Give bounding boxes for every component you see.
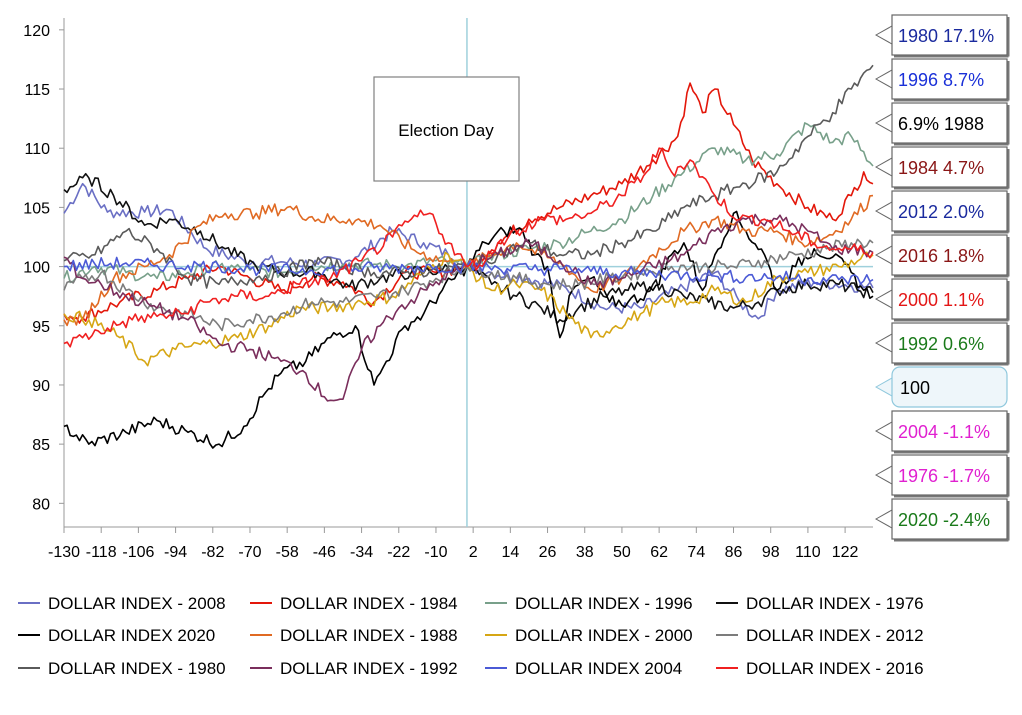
callout-box xyxy=(891,190,1008,232)
callout-pointer xyxy=(874,289,893,309)
axes: 80 85 90 95 100 105 110 115 120 -130 -118 -106 -94 -8… xyxy=(23,18,873,561)
y-tick-label: 100 xyxy=(23,260,50,277)
legend-label: DOLLAR INDEX 2020 xyxy=(48,626,215,645)
callout-pointer xyxy=(874,25,893,45)
x-tick-label: -94 xyxy=(164,544,187,561)
x-tick-label: 14 xyxy=(501,544,519,561)
callout-box xyxy=(891,146,1008,188)
callout-label: 1996 8.7% xyxy=(898,70,984,90)
callout-label: 2004 -1.1% xyxy=(898,422,990,442)
annotation-box xyxy=(373,76,520,182)
series-line xyxy=(63,238,874,332)
callout-label: 2000 1.1% xyxy=(898,290,984,310)
legend-label: DOLLAR INDEX - 1992 xyxy=(280,659,458,678)
legend-label: DOLLAR INDEX - 2012 xyxy=(746,626,924,645)
callout-box xyxy=(891,322,1008,364)
series-line xyxy=(63,182,874,320)
x-tick-label: 86 xyxy=(725,544,743,561)
x-tick-label: 122 xyxy=(832,544,859,561)
x-tick-label: -118 xyxy=(86,544,117,561)
callout-box xyxy=(891,278,1008,320)
x-tick-label: 110 xyxy=(795,544,821,561)
callout-box xyxy=(891,14,1008,56)
x-tick-label: -106 xyxy=(122,544,154,561)
y-tick-label: 80 xyxy=(32,496,50,513)
x-tick-label: 2 xyxy=(469,544,478,561)
callout-pointer xyxy=(874,509,893,529)
legend-label: DOLLAR INDEX - 1996 xyxy=(515,594,693,613)
callout-pointer xyxy=(874,201,893,221)
callout-box xyxy=(891,454,1008,496)
x-tick-label: -70 xyxy=(238,544,261,561)
x-tick-label: -22 xyxy=(387,544,410,561)
y-tick-label: 110 xyxy=(24,141,50,158)
callout-pointer xyxy=(874,377,893,397)
y-tick-label: 95 xyxy=(32,319,50,336)
legend-label: DOLLAR INDEX - 1976 xyxy=(746,594,924,613)
y-tick-label: 115 xyxy=(24,82,50,99)
callout-box xyxy=(891,102,1008,144)
callout-label: 1976 -1.7% xyxy=(898,466,990,486)
legend-label: DOLLAR INDEX - 1984 xyxy=(280,594,458,613)
y-tick-label: 85 xyxy=(32,437,50,454)
x-tick-label: -46 xyxy=(313,544,336,561)
callout-pointer xyxy=(874,333,893,353)
x-tick-label: -130 xyxy=(48,544,80,561)
y-tick-label: 105 xyxy=(23,200,50,217)
legend-label: DOLLAR INDEX - 2000 xyxy=(515,626,693,645)
series-lines xyxy=(63,64,874,449)
legend-label: DOLLAR INDEX - 2008 xyxy=(48,594,226,613)
x-tick-label: -58 xyxy=(276,544,299,561)
series-line xyxy=(63,147,874,348)
x-tick-label: 74 xyxy=(687,544,705,561)
legend-label: DOLLAR INDEX - 2016 xyxy=(746,659,924,678)
x-tick-label: 62 xyxy=(650,544,668,561)
callout-pointer xyxy=(874,465,893,485)
x-tick-label: 98 xyxy=(762,544,780,561)
callout-box xyxy=(891,498,1008,540)
election-day-annotation: Election Day xyxy=(373,76,520,182)
x-tick-label: 50 xyxy=(613,544,631,561)
callout-box xyxy=(891,366,1008,408)
series-line xyxy=(63,256,874,286)
x-tick-label: -82 xyxy=(201,544,224,561)
legend-label: DOLLAR INDEX - 1988 xyxy=(280,626,458,645)
callout-box xyxy=(891,58,1008,100)
callout-pointer xyxy=(874,113,893,133)
callout-pointer xyxy=(874,245,893,265)
callout-label: 2016 1.8% xyxy=(898,246,984,266)
callout-label: 100 xyxy=(900,378,930,398)
y-tick-label: 120 xyxy=(23,23,50,40)
x-tick-label: 38 xyxy=(576,544,594,561)
y-tick-label: 90 xyxy=(32,378,50,395)
callout-label: 2012 2.0% xyxy=(898,202,984,222)
callout-label: 6.9% 1988 xyxy=(898,114,984,134)
callouts: 1980 17.1% 1996 8.7% 6.9% 1988 1984 4.7% 201… xyxy=(874,14,1010,542)
callout-label: 1980 17.1% xyxy=(898,26,994,46)
x-tick-label: -10 xyxy=(424,544,447,561)
series-line xyxy=(63,210,874,449)
callout-label: 1984 4.7% xyxy=(898,158,984,178)
legend-label: DOLLAR INDEX - 1980 xyxy=(48,659,226,678)
callout-pointer xyxy=(874,157,893,177)
callout-label: 1992 0.6% xyxy=(898,334,984,354)
callout-box xyxy=(891,234,1008,276)
x-tick-label: -34 xyxy=(350,544,373,561)
annotation-text: Election Day xyxy=(398,121,494,140)
legend-label: DOLLAR INDEX 2004 xyxy=(515,659,682,678)
callout-label: 2020 -2.4% xyxy=(898,510,990,530)
legend: DOLLAR INDEX - 2008 DOLLAR INDEX - 1984 DO… xyxy=(18,594,924,678)
callout-box xyxy=(891,410,1008,452)
callout-pointer xyxy=(874,421,893,441)
x-tick-label: 26 xyxy=(539,544,557,561)
callout-pointer xyxy=(874,69,893,89)
